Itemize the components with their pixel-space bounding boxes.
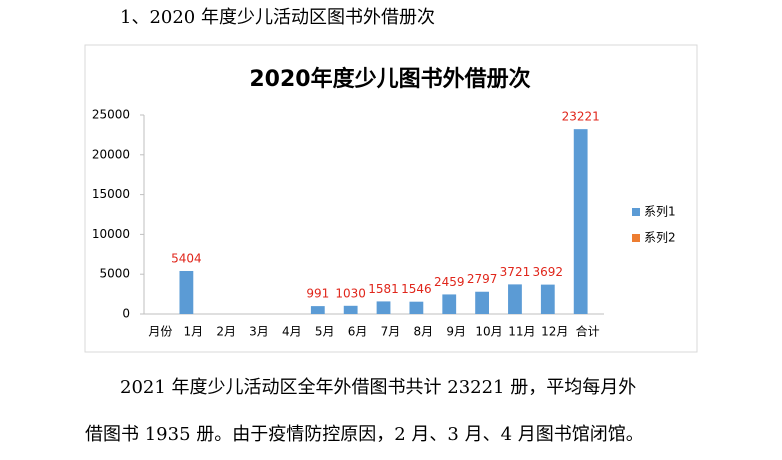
bar xyxy=(573,129,588,314)
x-tick-label: 合计 xyxy=(576,324,600,339)
data-label: 23221 xyxy=(562,110,600,124)
data-label: 1030 xyxy=(335,286,366,300)
data-label: 5404 xyxy=(171,251,202,265)
x-tick-label: 2月 xyxy=(216,325,236,339)
data-label: 991 xyxy=(306,287,329,301)
y-tick-label: 0 xyxy=(122,307,130,321)
legend-label: 系列1 xyxy=(644,205,676,219)
x-tick-label: 8月 xyxy=(413,325,433,339)
x-tick-label: 月份 xyxy=(148,325,172,339)
bar xyxy=(475,291,489,314)
bar xyxy=(179,270,194,314)
legend-swatch xyxy=(632,208,640,216)
data-label: 2459 xyxy=(434,275,465,289)
heading: 1、2020 年度少儿活动区图书外借册次 xyxy=(120,7,435,28)
data-label: 1546 xyxy=(401,282,432,296)
bar xyxy=(409,301,424,314)
data-label: 3721 xyxy=(500,265,531,279)
data-label: 1581 xyxy=(368,282,399,296)
x-tick-label: 4月 xyxy=(282,325,302,339)
y-tick-label: 5000 xyxy=(99,267,130,281)
y-tick-label: 10000 xyxy=(92,227,130,241)
y-tick-label: 15000 xyxy=(92,187,130,201)
x-tick-label: 1月 xyxy=(183,325,203,339)
bar xyxy=(508,284,522,314)
data-label: 3692 xyxy=(533,265,564,279)
x-tick-label: 9月 xyxy=(446,325,466,339)
bar xyxy=(343,305,358,314)
x-tick-label: 10月 xyxy=(475,325,502,339)
x-tick-label: 3月 xyxy=(249,325,269,339)
x-tick-label: 12月 xyxy=(541,325,568,339)
x-tick-label: 11月 xyxy=(508,325,535,339)
paragraph-line: 2021 年度少儿活动区全年外借图书共计 23221 册，平均每月外 xyxy=(120,377,636,398)
x-tick-label: 7月 xyxy=(381,325,401,339)
chart-title: 2020年度少儿图书外借册次 xyxy=(249,66,530,92)
bar xyxy=(376,301,391,314)
y-tick-label: 20000 xyxy=(92,147,130,161)
paragraph-line: 借图书 1935 册。由于疫情防控原因，2 月、3 月、4 月图书馆闭馆。 xyxy=(85,424,644,445)
bar xyxy=(310,306,325,314)
legend-label: 系列2 xyxy=(644,231,676,245)
x-tick-label: 6月 xyxy=(348,325,368,339)
x-tick-label: 5月 xyxy=(315,325,335,339)
y-tick-label: 25000 xyxy=(92,108,130,122)
bar xyxy=(442,294,457,314)
legend-swatch xyxy=(632,234,640,242)
bar xyxy=(540,284,555,314)
data-label: 2797 xyxy=(467,272,498,286)
